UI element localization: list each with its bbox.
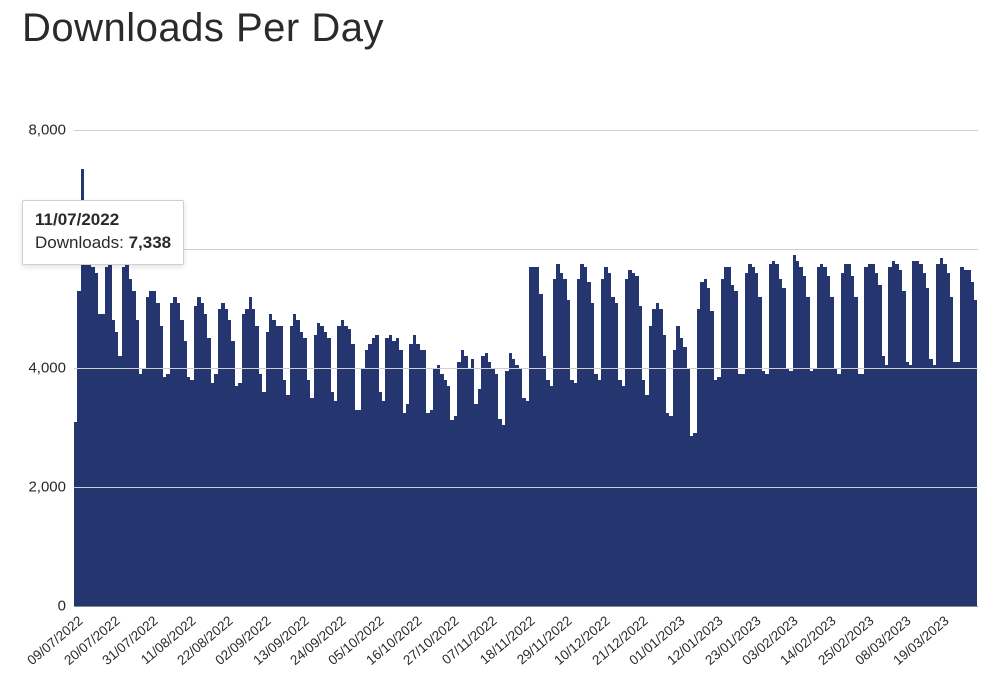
tooltip-metric-label: Downloads: [35, 233, 124, 252]
tooltip-metric-row: Downloads: 7,338 [35, 232, 171, 255]
chart-title: Downloads Per Day [18, 0, 982, 51]
grid-line [74, 487, 978, 488]
y-axis-tick-label: 4,000 [28, 360, 74, 377]
hover-tooltip: 11/07/2022 Downloads: 7,338 [22, 200, 184, 265]
grid-line [74, 368, 978, 369]
y-axis-tick-label: 8,000 [28, 122, 74, 139]
grid-line [74, 249, 978, 250]
tooltip-metric-value: 7,338 [129, 233, 172, 252]
tooltip-date: 11/07/2022 [35, 209, 171, 232]
y-axis-tick-label: 0 [58, 598, 74, 615]
bar[interactable] [974, 300, 977, 606]
y-axis-tick-label: 2,000 [28, 479, 74, 496]
grid-line [74, 130, 978, 131]
x-axis-labels: 09/07/202220/07/202231/07/202211/08/2022… [74, 609, 978, 664]
plot-region: 02,0004,0006,0008,000 [74, 130, 978, 607]
